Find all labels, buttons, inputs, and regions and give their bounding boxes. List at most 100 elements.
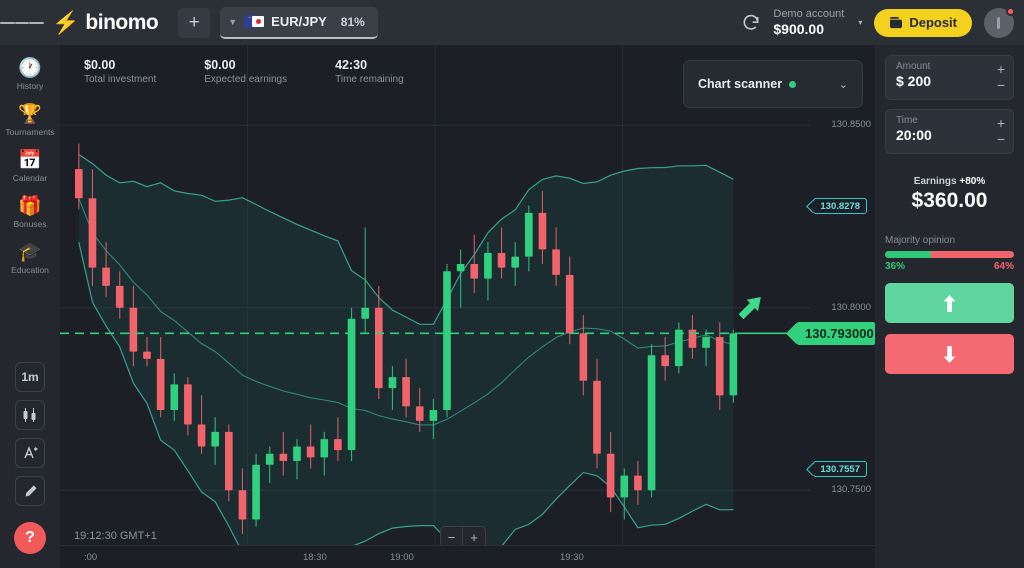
pair-tab-eurjpy[interactable]: ▼ EUR/JPY 81% bbox=[220, 6, 378, 39]
graduation-cap-icon: 🎓 bbox=[18, 242, 42, 263]
sidebar-item-label: Tournaments bbox=[5, 127, 55, 137]
gift-icon: 🎁 bbox=[18, 196, 42, 217]
candlestick-chart[interactable] bbox=[60, 45, 875, 568]
stat-total-investment: $0.00 Total investment bbox=[84, 58, 156, 85]
timeframe-icon[interactable]: 1m bbox=[15, 362, 45, 392]
x-tick-label: :00 bbox=[84, 552, 98, 563]
hamburger-icon[interactable] bbox=[0, 0, 45, 45]
trade-panel: Amount $ 200 + − Time 20:00 + − Earnings… bbox=[875, 45, 1024, 568]
account-balance: $900.00 bbox=[773, 20, 824, 37]
clock-icon: 🕐 bbox=[18, 58, 42, 79]
price-axis: 130.8500 130.8000 130.7500 bbox=[810, 45, 875, 545]
account-label: Demo account bbox=[773, 8, 845, 21]
x-tick-label: 18:30 bbox=[303, 552, 327, 563]
app-header: ⚡ binomo + ▼ EUR/JPY 81% Demo account $9… bbox=[0, 0, 1024, 45]
current-price-badge: 130.793000 bbox=[797, 322, 875, 346]
y-tick-label: 130.7500 bbox=[831, 484, 871, 496]
stat-label: Total investment bbox=[84, 74, 157, 85]
deposit-button[interactable]: Deposit bbox=[874, 8, 972, 37]
chart-stats: $0.00 Total investment $0.00 Expected ea… bbox=[84, 58, 404, 85]
time-field[interactable]: Time 20:00 + − bbox=[885, 109, 1014, 154]
majority-down-segment bbox=[931, 251, 1014, 258]
trophy-icon: 🏆 bbox=[18, 104, 42, 125]
candlestick-icon[interactable] bbox=[15, 400, 45, 430]
chart-tools: 1m ? bbox=[14, 362, 46, 568]
pair-name: EUR/JPY bbox=[271, 14, 327, 29]
amount-field[interactable]: Amount $ 200 + − bbox=[885, 55, 1014, 100]
stat-time-remaining: 42:30 Time remaining bbox=[335, 58, 404, 85]
lower-band-badge: 130.7557 bbox=[813, 461, 867, 478]
zoom-controls: − + bbox=[440, 526, 486, 548]
time-increase-button[interactable]: + bbox=[996, 115, 1005, 131]
buy-up-button[interactable] bbox=[885, 283, 1014, 323]
logo-text: binomo bbox=[85, 10, 159, 34]
amount-increase-button[interactable]: + bbox=[996, 61, 1005, 77]
majority-percent-row: 36% 64% bbox=[885, 261, 1014, 272]
binomo-logo[interactable]: ⚡ binomo bbox=[52, 9, 159, 35]
chart-area[interactable]: $0.00 Total investment $0.00 Expected ea… bbox=[60, 45, 875, 568]
stat-value: $0.00 bbox=[84, 58, 116, 72]
earnings-percent: +80% bbox=[959, 176, 986, 187]
majority-down-percent: 64% bbox=[993, 261, 1014, 272]
time-label: Time bbox=[896, 115, 918, 126]
sell-down-button[interactable] bbox=[885, 334, 1014, 374]
amount-label: Amount bbox=[896, 61, 931, 72]
time-decrease-button[interactable]: − bbox=[996, 131, 1005, 147]
y-tick-label: 130.8000 bbox=[831, 301, 871, 313]
majority-opinion-bar bbox=[885, 251, 1014, 258]
arrow-down-icon bbox=[943, 345, 956, 363]
time-value: 20:00 bbox=[896, 127, 932, 143]
account-switcher[interactable]: Demo account $900.00 bbox=[773, 8, 844, 37]
zoom-in-button[interactable]: + bbox=[470, 529, 478, 545]
calendar-icon: 📅 bbox=[18, 150, 42, 171]
wallet-icon bbox=[890, 16, 903, 28]
indicators-glyph bbox=[24, 446, 38, 459]
majority-up-segment bbox=[885, 251, 932, 258]
stat-expected-earnings: $0.00 Expected earnings bbox=[204, 58, 287, 85]
stat-value: $0.00 bbox=[204, 58, 236, 72]
help-button[interactable]: ? bbox=[14, 522, 46, 554]
chevron-down-icon[interactable]: ▼ bbox=[228, 16, 238, 27]
sidebar-item-calendar[interactable]: 📅 Calendar bbox=[0, 151, 60, 183]
eu-jp-flag-icon bbox=[244, 12, 265, 28]
zoom-out-button[interactable]: − bbox=[441, 527, 463, 547]
chart-timestamp: 19:12:30 GMT+1 bbox=[74, 530, 157, 542]
pair-payout: 81% bbox=[340, 14, 365, 29]
majority-up-percent: 36% bbox=[885, 261, 906, 272]
sidebar-item-tournaments[interactable]: 🏆 Tournaments bbox=[0, 105, 60, 137]
majority-opinion-label: Majority opinion bbox=[885, 235, 956, 246]
sidebar-item-label: Calendar bbox=[12, 173, 48, 183]
chevron-down-icon[interactable]: ⌄ bbox=[838, 78, 848, 91]
indicators-icon[interactable] bbox=[15, 438, 45, 468]
sidebar-item-bonuses[interactable]: 🎁 Bonuses bbox=[0, 197, 60, 229]
add-tab-button[interactable]: + bbox=[178, 7, 211, 38]
avatar-icon[interactable] bbox=[984, 6, 1015, 38]
arrow-up-icon bbox=[943, 294, 956, 312]
account-caret-icon[interactable]: ▾ bbox=[858, 18, 863, 27]
pencil-glyph bbox=[25, 484, 37, 496]
sidebar-item-label: Bonuses bbox=[13, 219, 47, 229]
sidebar-item-label: Education bbox=[11, 265, 49, 275]
upper-band-badge: 130.8278 bbox=[813, 198, 867, 215]
earnings-label: Earnings bbox=[913, 176, 957, 187]
amount-value: $ 200 bbox=[896, 73, 932, 89]
x-tick-label: 19:00 bbox=[390, 552, 414, 563]
amount-decrease-button[interactable]: − bbox=[996, 77, 1005, 93]
stat-label: Expected earnings bbox=[204, 74, 288, 85]
bolt-icon: ⚡ bbox=[52, 9, 80, 35]
chart-scanner-dropdown[interactable]: Chart scanner ⌄ bbox=[683, 60, 863, 108]
refresh-icon[interactable] bbox=[741, 13, 761, 33]
sidebar-item-label: History bbox=[16, 81, 44, 91]
left-sidebar: 🕐 History 🏆 Tournaments 📅 Calendar 🎁 Bon… bbox=[0, 45, 60, 568]
earnings-value: $360.00 bbox=[911, 189, 988, 212]
candlestick-glyph bbox=[23, 408, 36, 422]
sidebar-item-education[interactable]: 🎓 Education bbox=[0, 243, 60, 275]
y-tick-label: 130.8500 bbox=[831, 119, 871, 131]
pencil-icon[interactable] bbox=[15, 476, 45, 506]
notification-dot bbox=[1006, 6, 1015, 16]
sidebar-item-history[interactable]: 🕐 History bbox=[0, 59, 60, 91]
header-right: Demo account $900.00 ▾ Deposit bbox=[741, 6, 1024, 38]
time-axis: :00 18:30 19:00 19:30 bbox=[60, 545, 875, 568]
chart-scanner-label: Chart scanner bbox=[698, 77, 783, 91]
